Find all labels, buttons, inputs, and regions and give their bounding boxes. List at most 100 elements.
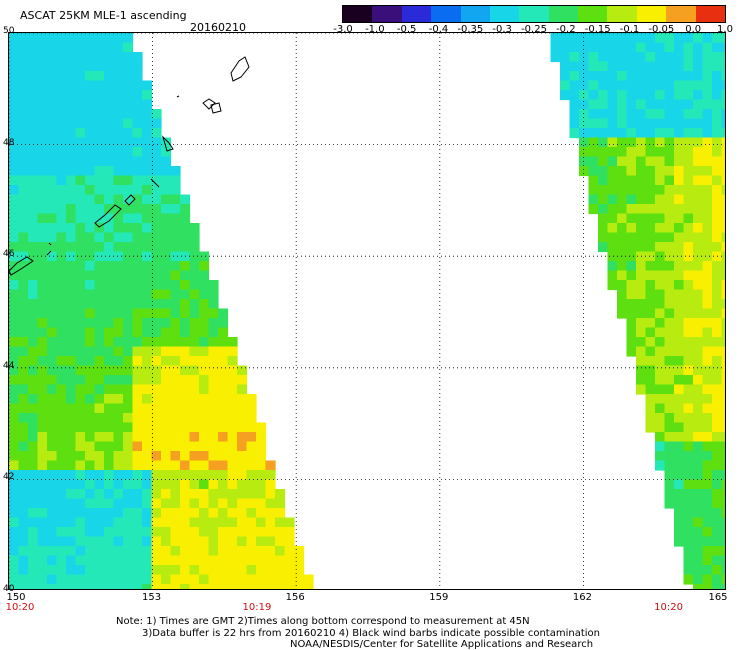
swath-cell xyxy=(655,422,666,433)
swath-cell xyxy=(85,147,96,158)
swath-cell xyxy=(674,42,685,53)
swath-cell xyxy=(132,242,143,253)
swath-cell xyxy=(721,365,725,376)
swath-cell xyxy=(37,479,48,490)
swath-cell xyxy=(113,318,124,329)
swath-cell xyxy=(693,451,704,462)
swath-cell xyxy=(37,498,48,509)
swath-cell xyxy=(161,289,172,300)
swath-cell xyxy=(161,403,172,414)
swath-cell xyxy=(66,460,77,471)
swath-cell xyxy=(246,441,257,452)
swath-cell xyxy=(9,536,20,547)
swath-cell xyxy=(617,185,628,196)
swath-cell xyxy=(85,166,96,177)
swath-cell xyxy=(189,365,200,376)
swath-cell xyxy=(636,337,647,348)
swath-cell xyxy=(113,90,124,101)
swath-cell xyxy=(9,432,20,443)
swath-cell xyxy=(702,223,713,234)
swath-cell xyxy=(721,527,725,538)
swath-cell xyxy=(674,489,685,500)
swath-cell xyxy=(47,175,58,186)
swath-cell xyxy=(636,242,647,253)
swath-cell xyxy=(113,384,124,395)
swath-cell xyxy=(56,489,67,500)
swath-cell xyxy=(142,242,153,253)
swath-cell xyxy=(170,204,181,215)
swath-cell xyxy=(712,375,723,386)
swath-cell xyxy=(664,375,675,386)
swath-cell xyxy=(645,299,656,310)
swath-cell xyxy=(550,33,561,44)
swath-cell xyxy=(37,318,48,329)
swath-cell xyxy=(142,270,153,281)
swath-cell xyxy=(151,346,162,357)
swath-cell xyxy=(275,498,286,509)
swath-cell xyxy=(693,80,704,91)
swath-cell xyxy=(151,299,162,310)
swath-cell xyxy=(607,109,618,120)
swath-cell xyxy=(47,147,58,158)
swath-cell xyxy=(66,546,77,557)
coastline xyxy=(94,204,122,228)
swath-cell xyxy=(693,479,704,490)
swath-cell xyxy=(85,432,96,443)
swath-cell xyxy=(180,356,191,367)
swath-cell xyxy=(161,318,172,329)
swath-cell xyxy=(75,555,86,566)
swath-cell xyxy=(161,194,172,205)
swath-cell xyxy=(66,99,77,110)
swath-cell xyxy=(664,318,675,329)
swath-cell xyxy=(645,337,656,348)
swath-cell xyxy=(598,185,609,196)
swath-cell xyxy=(636,365,647,376)
swath-cell xyxy=(47,156,58,167)
swath-cell xyxy=(94,52,105,63)
swath-cell xyxy=(674,299,685,310)
swath-cell xyxy=(237,432,248,443)
swath-cell xyxy=(132,166,143,177)
colorbar xyxy=(342,5,726,23)
swath-cell xyxy=(94,109,105,120)
swath-cell xyxy=(721,99,725,110)
swath-cell xyxy=(636,356,647,367)
swath-cell xyxy=(227,489,238,500)
swath-cell xyxy=(170,166,181,177)
swath-cell xyxy=(9,308,20,319)
swath-cell xyxy=(674,318,685,329)
swath-cell xyxy=(246,451,257,462)
swath-cell xyxy=(9,489,20,500)
swath-cell xyxy=(598,33,609,44)
swath-cell xyxy=(132,261,143,272)
swath-cell xyxy=(170,460,181,471)
swath-cell xyxy=(655,204,666,215)
swath-cell xyxy=(237,527,248,538)
swath-cell xyxy=(655,356,666,367)
swath-cell xyxy=(161,213,172,224)
swath-cell xyxy=(721,194,725,205)
swath-cell xyxy=(142,337,153,348)
swath-cell xyxy=(693,489,704,500)
swath-cell xyxy=(626,147,637,158)
swath-cell xyxy=(66,498,77,509)
swath-cell xyxy=(180,365,191,376)
swath-cell xyxy=(104,194,115,205)
swath-cell xyxy=(104,118,115,129)
swath-cell xyxy=(683,517,694,528)
swath-cell xyxy=(664,80,675,91)
swath-cell xyxy=(161,251,172,262)
swath-cell xyxy=(47,90,58,101)
swath-cell xyxy=(18,527,29,538)
swath-cell xyxy=(721,175,725,186)
swath-cell xyxy=(246,508,257,519)
swath-cell xyxy=(123,432,134,443)
swath-cell xyxy=(9,517,20,528)
swath-cell xyxy=(75,565,86,576)
swath-cell xyxy=(683,166,694,177)
swath-cell xyxy=(199,536,210,547)
swath-cell xyxy=(702,394,713,405)
swath-cell xyxy=(18,166,29,177)
swath-cell xyxy=(645,403,656,414)
swath-cell xyxy=(66,441,77,452)
